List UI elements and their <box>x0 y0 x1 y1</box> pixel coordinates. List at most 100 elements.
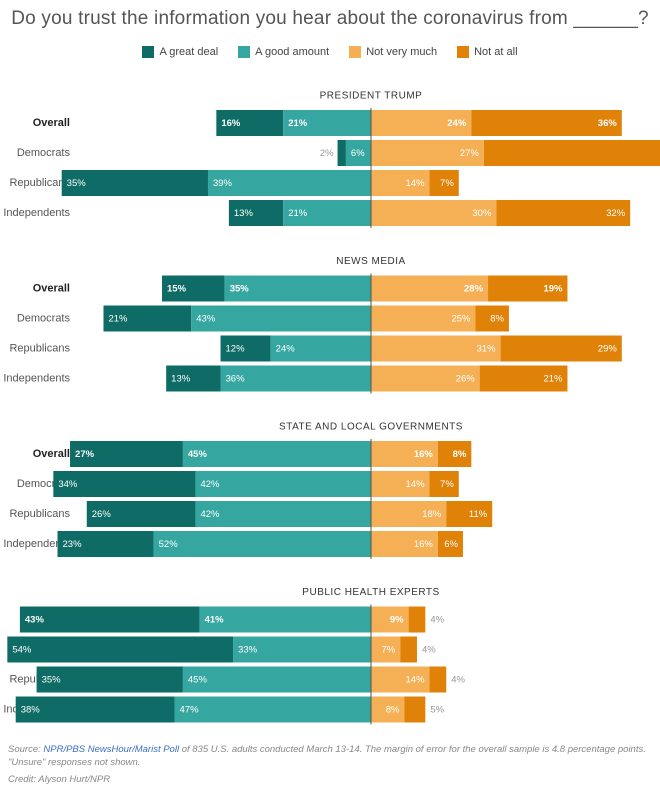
bar-segment-good-amount <box>224 275 371 302</box>
row-label: Independents <box>3 538 70 550</box>
data-label: 4% <box>430 615 444 626</box>
source-suffix: of 835 U.S. adults conducted March 13-14… <box>8 744 646 768</box>
data-label: 8% <box>490 314 504 325</box>
data-label: 16% <box>414 539 434 550</box>
bar-segment-not-very-much <box>371 335 501 362</box>
bar-segment-not-very-much <box>371 636 401 663</box>
bar-segment-good-amount <box>195 471 371 497</box>
data-label: 24% <box>447 118 467 129</box>
bar-segment-not-very-much <box>371 140 484 166</box>
data-label: 21% <box>288 118 308 129</box>
bar-segment-not-at-all <box>429 666 447 693</box>
row-label: Republicans <box>9 177 70 189</box>
bar-segment-great-deal <box>220 335 271 362</box>
data-label: 8% <box>453 449 467 460</box>
data-label: 14% <box>406 178 426 189</box>
row-label: Overall <box>33 448 70 460</box>
bar-segment-great-deal <box>36 666 183 693</box>
data-label: 41% <box>205 615 225 626</box>
legend-label: Not very much <box>366 46 438 58</box>
data-label: 6% <box>351 148 365 159</box>
data-label: 5% <box>430 705 444 716</box>
bar-segment-good-amount <box>207 170 371 196</box>
bar-segment-great-deal <box>166 365 221 392</box>
bar-segment-good-amount <box>199 606 371 633</box>
bar-segment-not-at-all <box>500 335 622 362</box>
data-label: 7% <box>440 178 454 189</box>
data-label: 13% <box>234 208 254 219</box>
bar-segment-not-very-much <box>371 606 409 633</box>
data-label: 23% <box>63 539 83 550</box>
legend-label: Not at all <box>474 46 518 58</box>
data-label: 28% <box>464 284 484 295</box>
data-label: 36% <box>598 118 618 129</box>
bar-segment-great-deal <box>162 275 225 302</box>
source-prefix: Source: <box>8 744 44 755</box>
bar-segment-not-at-all <box>496 200 631 226</box>
source-note: Source: NPR/PBS NewsHour/Marist Poll of … <box>8 744 648 770</box>
data-label: 19% <box>543 284 563 295</box>
data-label: 21% <box>108 314 128 325</box>
data-label: 45% <box>188 449 208 460</box>
bar-segment-not-very-much <box>371 170 430 196</box>
bar-segment-not-at-all <box>429 170 459 196</box>
data-label: 39% <box>213 178 233 189</box>
bar-segment-not-at-all <box>479 365 568 392</box>
data-label: 16% <box>414 449 434 460</box>
bar-segment-great-deal <box>19 606 200 633</box>
data-label: 52% <box>159 539 179 550</box>
bar-segment-great-deal <box>70 441 183 467</box>
bar-segment-great-deal <box>216 110 284 136</box>
data-label: 8% <box>386 705 400 716</box>
data-label: 21% <box>543 374 563 385</box>
bar-segment-not-at-all <box>408 606 426 633</box>
data-label: 13% <box>171 374 191 385</box>
data-label: 35% <box>230 284 250 295</box>
bar-segment-good-amount <box>153 531 371 557</box>
bar-segment-not-at-all <box>437 531 463 557</box>
legend-item-not-very-much: Not very much <box>349 46 437 58</box>
bar-segment-not-at-all <box>404 696 426 723</box>
data-label: 30% <box>472 208 492 219</box>
data-label: 12% <box>226 344 246 355</box>
data-label: 36% <box>226 374 246 385</box>
bar-segment-good-amount <box>345 140 371 166</box>
legend-label: A good amount <box>255 46 330 58</box>
row-label: Overall <box>33 282 70 294</box>
data-label: 33% <box>238 645 258 656</box>
bar-segment-not-very-much <box>371 531 438 557</box>
row-label: Democrats <box>17 147 71 159</box>
source-link[interactable]: NPR/PBS NewsHour/Marist Poll <box>43 744 180 755</box>
data-label: 7% <box>382 645 396 656</box>
data-label: 16% <box>221 118 241 129</box>
row-label: Independents <box>3 207 70 219</box>
bar-segment-not-very-much <box>371 696 405 723</box>
data-label: 4% <box>451 675 465 686</box>
bar-segment-not-very-much <box>371 471 430 497</box>
data-label: 42% <box>200 479 220 490</box>
data-label: 34% <box>58 479 78 490</box>
data-label: 15% <box>167 284 187 295</box>
data-label: 32% <box>606 208 626 219</box>
row-label: Independents <box>3 372 70 384</box>
data-label: 18% <box>422 509 442 520</box>
bar-segment-good-amount <box>195 501 371 527</box>
data-label: 14% <box>406 479 426 490</box>
legend: A great deal A good amount Not very much… <box>0 46 660 58</box>
bar-segment-good-amount <box>270 335 371 362</box>
bar-segment-good-amount <box>283 200 371 226</box>
data-label: 21% <box>288 208 308 219</box>
bar-segment-great-deal <box>103 305 192 332</box>
bar-segment-good-amount <box>182 666 371 693</box>
bar-segment-good-amount <box>191 305 371 332</box>
legend-item-not-at-all: Not at all <box>457 46 518 58</box>
bar-segment-great-deal <box>86 501 196 527</box>
data-label: 26% <box>456 374 476 385</box>
bar-segment-great-deal <box>53 471 196 497</box>
data-label: 35% <box>42 675 62 686</box>
bar-segment-good-amount <box>174 696 371 723</box>
row-label: Democrats <box>17 312 71 324</box>
data-label: 24% <box>276 344 296 355</box>
data-label: 43% <box>25 615 45 626</box>
bar-segment-great-deal <box>57 531 154 557</box>
